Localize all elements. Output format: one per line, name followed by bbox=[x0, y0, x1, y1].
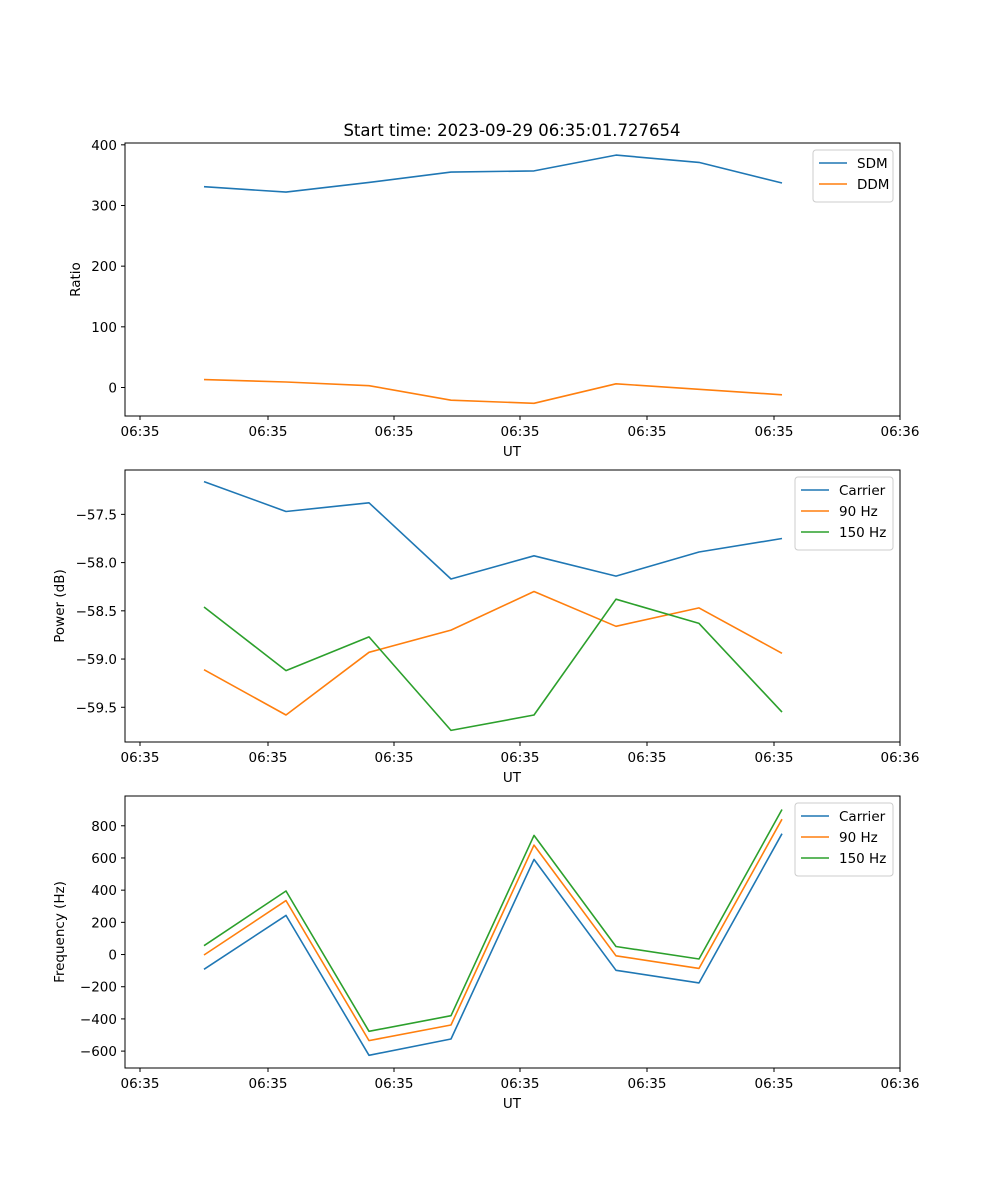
x-axis-label: UT bbox=[503, 444, 522, 460]
y-tick-label: 800 bbox=[91, 819, 117, 835]
figure-title: Start time: 2023-09-29 06:35:01.727654 bbox=[343, 121, 680, 140]
series-line-carrier bbox=[203, 480, 783, 580]
x-tick-label: 06:35 bbox=[628, 750, 667, 766]
plot-frame bbox=[124, 469, 901, 743]
y-tick-label: 200 bbox=[91, 915, 117, 931]
y-tick-label: 600 bbox=[91, 851, 117, 867]
x-tick-label: 06:35 bbox=[249, 424, 288, 440]
legend-label: 90 Hz bbox=[839, 830, 878, 846]
legend-label: Carrier bbox=[839, 483, 886, 499]
series-line-150-hz bbox=[203, 809, 783, 1033]
x-tick-label: 06:35 bbox=[628, 1076, 667, 1092]
y-tick-label: −200 bbox=[80, 980, 117, 996]
y-tick-label: −600 bbox=[80, 1044, 117, 1060]
x-tick-label: 06:36 bbox=[881, 424, 920, 440]
frequency-chart: 06:35 06:35 06:35 06:35 06:35 06:35 06:36 UT −60… bbox=[52, 795, 920, 1112]
x-tick-label: 06:35 bbox=[121, 750, 160, 766]
x-axis-label: UT bbox=[503, 1096, 522, 1112]
x-tick-label: 06:35 bbox=[375, 750, 414, 766]
power-chart: 06:35 06:35 06:35 06:35 06:35 06:35 06:36 UT −59… bbox=[52, 469, 920, 786]
y-tick-label: 0 bbox=[108, 380, 117, 396]
x-tick-label: 06:35 bbox=[249, 750, 288, 766]
y-tick-label: 400 bbox=[91, 138, 117, 154]
y-axis-label: Ratio bbox=[68, 262, 84, 297]
plot-frame bbox=[124, 795, 901, 1069]
x-tick-label: 06:36 bbox=[881, 1076, 920, 1092]
legend-label: Carrier bbox=[839, 809, 886, 825]
y-tick-label: −58.5 bbox=[76, 604, 117, 620]
x-tick-label: 06:35 bbox=[375, 424, 414, 440]
x-tick-label: 06:35 bbox=[628, 424, 667, 440]
series-line-sdm bbox=[203, 154, 783, 193]
x-tick-label: 06:35 bbox=[755, 424, 794, 440]
x-tick-label: 06:35 bbox=[375, 1076, 414, 1092]
ratio-chart: 06:35 06:35 06:35 06:35 06:35 06:35 06:36 UT 0 10… bbox=[68, 138, 919, 460]
x-tick-label: 06:35 bbox=[755, 750, 794, 766]
x-tick-label: 06:35 bbox=[249, 1076, 288, 1092]
x-tick-label: 06:35 bbox=[501, 1076, 540, 1092]
series-line-carrier bbox=[203, 833, 783, 1057]
x-tick-label: 06:35 bbox=[501, 424, 540, 440]
legend-label: SDM bbox=[857, 156, 888, 172]
y-tick-label: 0 bbox=[108, 948, 117, 964]
y-tick-label: 300 bbox=[91, 198, 117, 214]
legend-label: DDM bbox=[857, 177, 889, 193]
y-tick-label: 200 bbox=[91, 259, 117, 275]
series-line-90-hz bbox=[203, 590, 783, 716]
x-tick-label: 06:36 bbox=[881, 750, 920, 766]
x-tick-label: 06:35 bbox=[755, 1076, 794, 1092]
legend-label: 150 Hz bbox=[839, 851, 886, 867]
x-tick-label: 06:35 bbox=[121, 424, 160, 440]
series-line-150-hz bbox=[203, 598, 783, 732]
y-tick-label: −59.5 bbox=[76, 700, 117, 716]
legend-label: 90 Hz bbox=[839, 504, 878, 520]
y-tick-label: 100 bbox=[91, 320, 117, 336]
y-tick-label: −58.0 bbox=[76, 556, 117, 572]
y-tick-label: −59.0 bbox=[76, 652, 117, 668]
x-tick-label: 06:35 bbox=[121, 1076, 160, 1092]
y-tick-label: 400 bbox=[91, 883, 117, 899]
y-axis-label: Power (dB) bbox=[52, 569, 68, 642]
legend-label: 150 Hz bbox=[839, 525, 886, 541]
series-line-90-hz bbox=[203, 818, 783, 1042]
x-axis-label: UT bbox=[503, 770, 522, 786]
y-tick-label: −57.5 bbox=[76, 507, 117, 523]
x-tick-label: 06:35 bbox=[501, 750, 540, 766]
y-axis-label: Frequency (Hz) bbox=[52, 881, 68, 983]
series-line-ddm bbox=[203, 378, 783, 405]
plot-frame bbox=[124, 142, 901, 417]
y-tick-label: −400 bbox=[80, 1012, 117, 1028]
